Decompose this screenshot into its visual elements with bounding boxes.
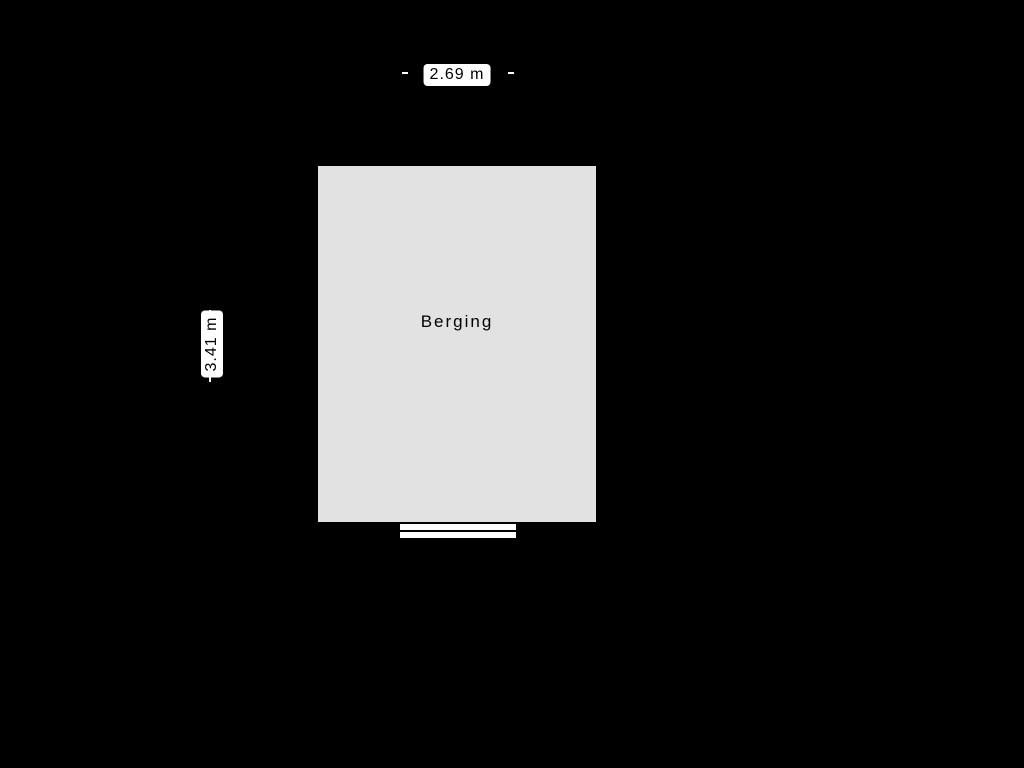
dimension-width-tick-right [508,72,514,74]
dimension-height-tick-bottom [209,376,211,382]
door-threshold-line-bottom [400,538,516,540]
dimension-height-tick-top [209,310,211,316]
door-threshold-line-mid [400,530,516,532]
room-berging [312,160,602,528]
dimension-width-label: 2.69 m [424,64,491,86]
door-threshold-line-top [400,522,516,524]
room-label: Berging [421,312,494,332]
dimension-height-label: 3.41 m [201,311,223,378]
dimension-width-tick-left [402,72,408,74]
door-threshold [400,522,516,540]
